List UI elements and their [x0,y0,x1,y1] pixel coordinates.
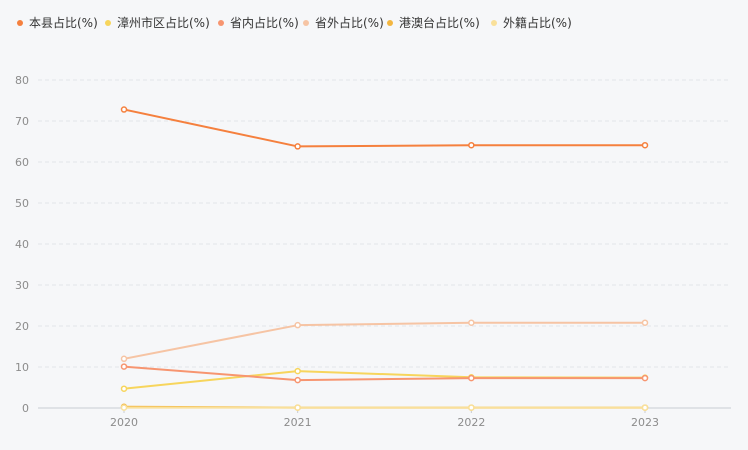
y-tick-label: 80 [15,74,29,87]
data-point[interactable] [122,107,127,112]
series-5 [122,405,648,410]
series-line [124,110,645,147]
legend-label: 港澳台占比(%) [399,15,480,30]
legend-marker [105,20,111,26]
series-layer [122,107,648,410]
data-point[interactable] [469,405,474,410]
y-tick-label: 70 [15,115,29,128]
data-point[interactable] [643,376,648,381]
legend-item[interactable]: 省内占比(%) [218,15,299,30]
legend-label: 省内占比(%) [230,15,299,30]
data-point[interactable] [295,323,300,328]
legend-item[interactable]: 外籍占比(%) [491,15,572,30]
series-line [124,323,645,359]
legend-label: 漳州市区占比(%) [117,15,210,30]
legend-marker [303,20,309,26]
legend-item[interactable]: 漳州市区占比(%) [105,15,210,30]
x-tick-label: 2023 [631,416,659,429]
y-tick-label: 20 [15,320,29,333]
legend-item[interactable]: 本县占比(%) [17,15,98,30]
data-point[interactable] [643,143,648,148]
legend-item[interactable]: 港澳台占比(%) [387,15,480,30]
y-tick-label: 60 [15,156,29,169]
data-point[interactable] [122,364,127,369]
x-axis: 2020 2021 2022 2023 [110,408,659,429]
y-tick-label: 30 [15,279,29,292]
y-axis: 0 10 20 30 40 50 60 70 80 [15,74,29,415]
x-tick-label: 2021 [284,416,312,429]
data-point[interactable] [295,369,300,374]
legend-marker [491,20,497,26]
legend-label: 省外占比(%) [315,15,384,30]
legend-marker [17,20,23,26]
legend-label: 外籍占比(%) [503,15,572,30]
legend: 本县占比(%) 漳州市区占比(%) 省内占比(%) 省外占比(%) 港澳台占比(%) 外籍… [17,15,572,30]
data-point[interactable] [469,376,474,381]
data-point[interactable] [469,320,474,325]
legend-label: 本县占比(%) [29,15,98,30]
x-tick-label: 2022 [457,416,485,429]
data-point[interactable] [122,386,127,391]
series-0 [122,107,648,149]
x-tick-label: 2020 [110,416,138,429]
data-point[interactable] [295,405,300,410]
data-point[interactable] [122,405,127,410]
legend-marker [218,20,224,26]
data-point[interactable] [643,320,648,325]
y-tick-label: 10 [15,361,29,374]
legend-marker [387,20,393,26]
data-point[interactable] [295,144,300,149]
legend-item[interactable]: 省外占比(%) [303,15,384,30]
data-point[interactable] [295,378,300,383]
data-point[interactable] [469,143,474,148]
data-point[interactable] [122,356,127,361]
y-tick-label: 50 [15,197,29,210]
y-tick-label: 0 [22,402,29,415]
data-point[interactable] [643,405,648,410]
y-tick-label: 40 [15,238,29,251]
